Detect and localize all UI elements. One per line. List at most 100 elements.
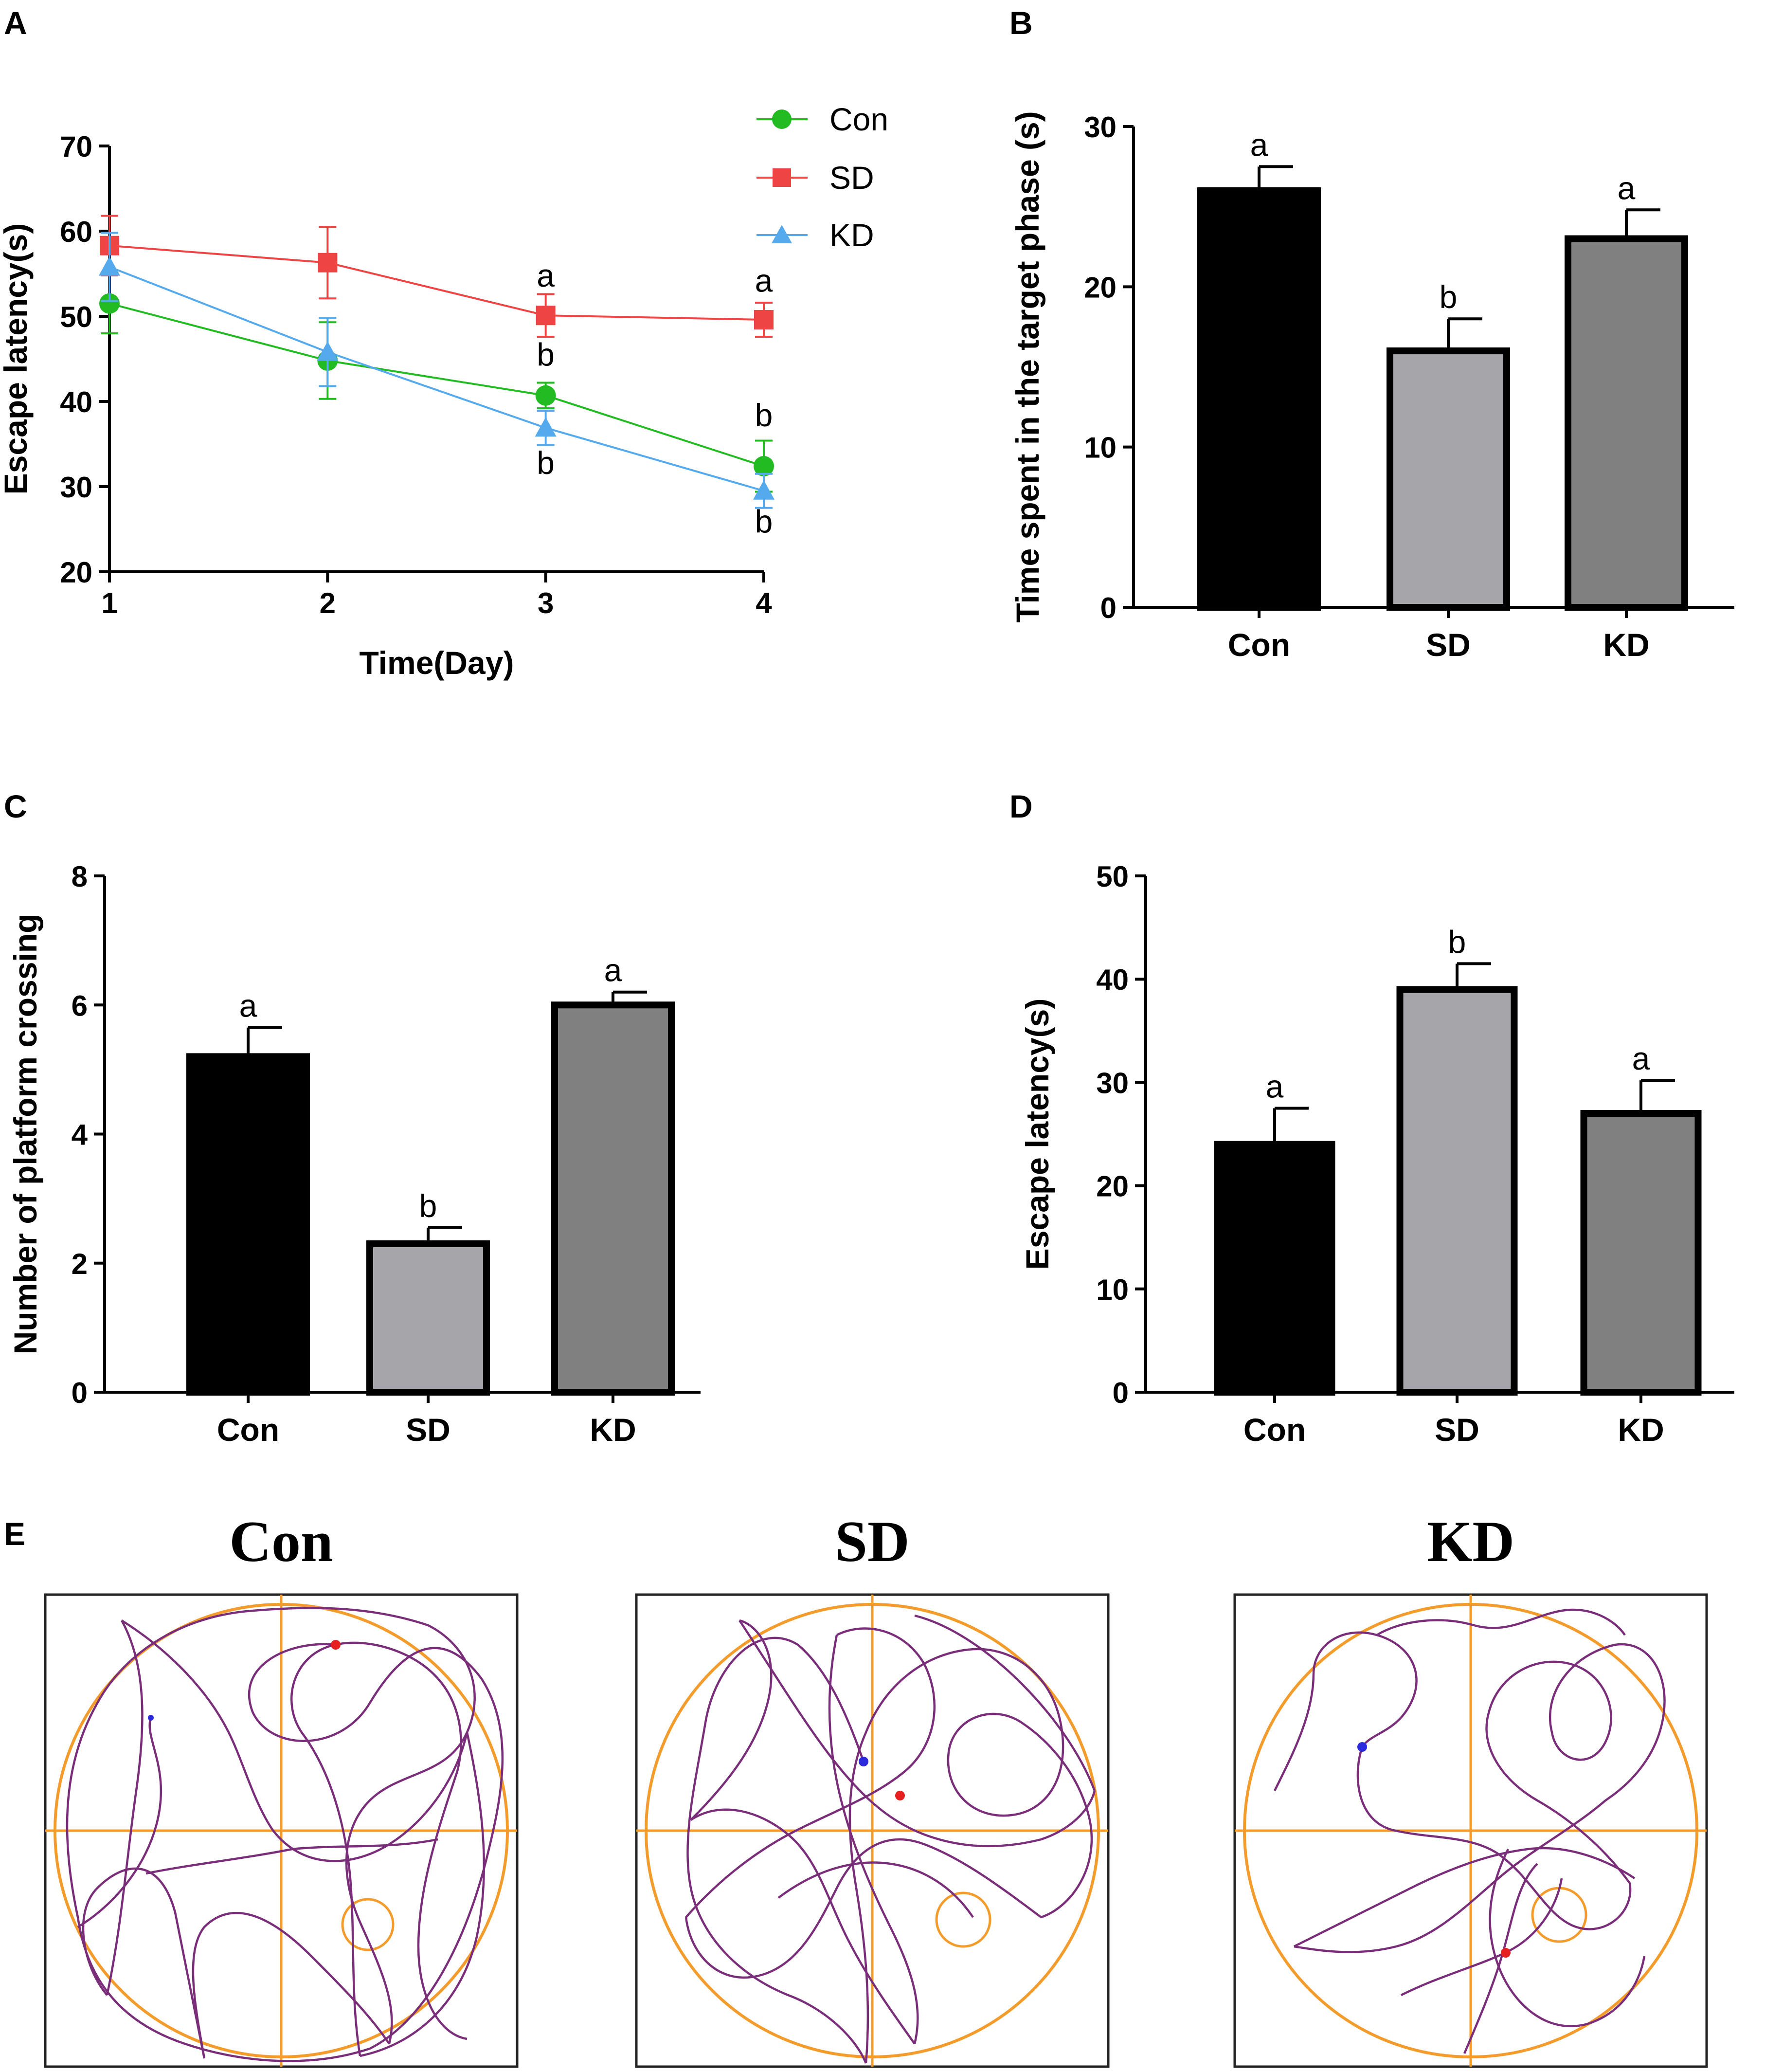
bar-chart-platform-crossing: 0 2 4 6 8 a Con b SD a KD Number of platform crossi… [7,860,701,1448]
x-axis-title: Time(Day) [360,645,514,681]
bar-con [1214,1141,1335,1396]
platform-circle [341,1898,395,1951]
bar-sd [366,1240,490,1396]
significance-label: b [537,445,555,481]
series-line-con [109,302,764,467]
bar-con [186,1053,310,1396]
y-tick-label: 0 [1113,1377,1129,1409]
panel-letter-e: E [4,1516,25,1552]
x-tick-label: Con [217,1412,279,1448]
y-tick-label: 60 [60,216,92,248]
swim-track-panel: Con SD KD [44,1509,1708,2068]
y-tick-label: 2 [72,1248,88,1280]
x-tick-label: Con [1243,1412,1306,1448]
significance-label: a [537,257,555,293]
data-point-kd [99,256,120,276]
x-tick-label: SD [1426,627,1471,663]
y-tick-label: 4 [72,1119,88,1151]
y-axis-title: Time spent in the target phase (s) [1009,111,1045,622]
end-marker [331,1640,341,1650]
legend-marker [772,109,792,129]
x-tick-label: SD [1435,1412,1479,1448]
maze-kd [1233,1593,1708,2068]
significance-label: a [239,988,257,1024]
y-tick-label: 30 [1084,111,1117,144]
bar-sd [1387,347,1510,611]
x-tick-label: Con [1228,627,1290,663]
significance-label: b [419,1188,437,1224]
y-tick-label: 20 [1084,271,1117,304]
y-tick-label: 20 [1096,1170,1129,1203]
legend-label-kd: KD [829,217,874,253]
x-tick-label: KD [1603,627,1649,663]
significance-label: a [1266,1068,1284,1104]
swim-path [66,1607,504,2062]
start-marker [859,1757,868,1766]
y-tick-label: 50 [60,301,92,333]
y-tick-label: 70 [60,130,92,163]
x-tick-label: 1 [101,587,117,619]
x-tick-label: 2 [320,587,336,619]
track-title-con: Con [229,1509,333,1574]
y-tick-label: 30 [1096,1067,1129,1099]
start-marker [148,1715,154,1721]
bar-kd [551,1001,675,1396]
series-line-sd [109,244,764,321]
panel-letter-a: A [4,5,27,41]
y-tick-label: 10 [1084,432,1117,464]
bar-con [1197,187,1321,611]
end-marker [895,1791,905,1800]
y-tick-label: 0 [72,1377,88,1409]
y-tick-label: 8 [72,860,88,893]
significance-label: a [1618,170,1636,206]
bar-kd [1580,1110,1702,1396]
legend-label-sd: SD [829,160,874,196]
track-title-sd: SD [835,1509,909,1574]
maze-sd [635,1593,1110,2068]
y-axis-title: Escape latency(s) [1019,999,1055,1270]
x-tick-label: 3 [538,587,554,619]
maze-con [44,1593,519,2068]
significance-label: a [604,952,622,988]
x-tick-label: 4 [756,587,772,619]
legend-label-con: Con [829,101,888,137]
data-point-kd [753,480,774,500]
swim-path [684,1614,1096,2064]
significance-label: b [755,504,773,540]
data-point-sd [536,306,556,326]
bar-chart-probe-escape-latency: 0 10 20 30 40 50 a Con b SD a KD Escape latency(s) [1019,860,1734,1448]
panel-letter-c: C [4,788,27,824]
bar-chart-target-phase: 0 10 20 30 a Con b SD a KD Time spent in the targe… [1009,111,1734,663]
significance-label: a [1632,1040,1650,1076]
data-point-con [754,456,774,476]
y-tick-label: 6 [72,989,88,1022]
data-point-kd [535,417,557,437]
legend-marker [773,168,791,187]
significance-label: b [537,337,555,373]
legend-marker [772,225,792,243]
y-tick-label: 30 [60,471,92,504]
y-axis-title: Number of platform crossing [7,914,43,1355]
y-tick-label: 50 [1096,860,1129,893]
start-marker [1357,1742,1367,1752]
panel-letter-d: D [1009,788,1033,824]
x-tick-label: KD [1618,1412,1664,1448]
data-point-sd [754,310,774,329]
data-point-con [535,385,556,406]
y-tick-label: 40 [1096,963,1129,996]
significance-label: a [1250,127,1268,163]
x-tick-label: KD [590,1412,636,1448]
end-marker [1501,1948,1511,1958]
significance-label: b [1448,924,1466,960]
y-tick-label: 0 [1100,592,1117,624]
y-tick-label: 20 [60,556,92,589]
panel-letter-b: B [1009,5,1033,41]
significance-label: b [1440,279,1458,315]
data-point-con [99,293,120,314]
bar-sd [1396,986,1518,1396]
significance-label: a [755,262,773,298]
track-title-kd: KD [1427,1509,1514,1574]
line-chart-escape-latency: 20 30 40 50 60 70 1 2 3 4 Time(Day) Escape latency(… [0,101,888,681]
bar-kd [1565,235,1688,611]
